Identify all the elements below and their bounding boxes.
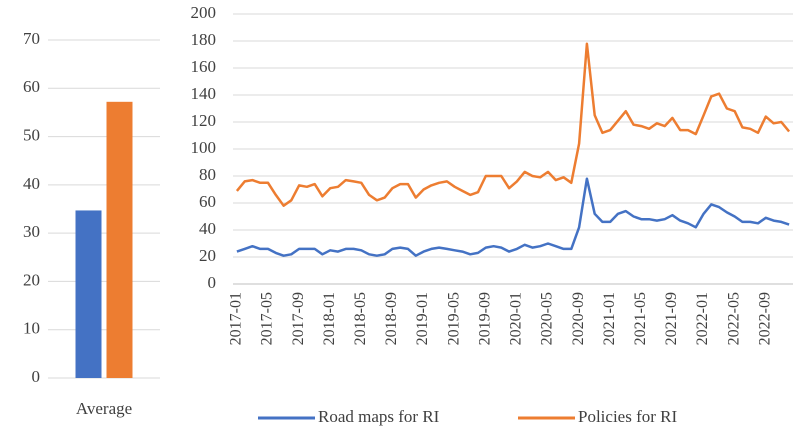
y-tick-label: 180 bbox=[191, 30, 217, 49]
x-tick-label: 2021-01 bbox=[601, 292, 618, 345]
x-tick-label: 2018-05 bbox=[352, 292, 369, 345]
y-tick-label: 80 bbox=[199, 165, 216, 184]
bar bbox=[106, 101, 133, 378]
y-tick-label: 30 bbox=[23, 222, 40, 241]
x-tick-label: 2020-09 bbox=[570, 292, 587, 345]
x-tick-label: 2018-01 bbox=[321, 292, 338, 345]
x-tick-label: 2020-01 bbox=[508, 292, 525, 345]
x-tick-label: 2021-09 bbox=[663, 292, 680, 345]
y-tick-label: 100 bbox=[191, 138, 217, 157]
y-tick-label: 70 bbox=[23, 29, 40, 48]
legend-label: Policies for RI bbox=[578, 407, 677, 426]
y-tick-label: 50 bbox=[23, 125, 40, 144]
y-tick-label: 0 bbox=[32, 367, 41, 386]
series-line bbox=[236, 177, 790, 257]
x-tick-label: 2019-09 bbox=[476, 292, 493, 345]
y-tick-label: 200 bbox=[191, 3, 217, 22]
series-line bbox=[235, 42, 791, 207]
x-tick-label: 2019-01 bbox=[414, 292, 431, 345]
x-tick-label: 2020-05 bbox=[539, 292, 556, 345]
y-tick-label: 40 bbox=[199, 219, 216, 238]
legend-label: Road maps for RI bbox=[318, 407, 440, 426]
y-tick-label: 20 bbox=[199, 246, 216, 265]
x-tick-label: 2021-05 bbox=[632, 292, 649, 345]
y-tick-label: 60 bbox=[23, 77, 40, 96]
x-tick-label: 2022-01 bbox=[694, 292, 711, 345]
x-tick-label: 2017-05 bbox=[259, 292, 276, 345]
x-tick-label: 2018-09 bbox=[383, 292, 400, 345]
x-tick-label: 2022-09 bbox=[756, 292, 773, 345]
y-tick-label: 40 bbox=[23, 174, 40, 193]
bar bbox=[75, 210, 102, 378]
y-tick-label: 120 bbox=[191, 111, 217, 130]
x-tick-label: 2017-09 bbox=[290, 292, 307, 345]
y-tick-label: 60 bbox=[199, 192, 216, 211]
x-tick-label: 2022-05 bbox=[725, 292, 742, 345]
y-tick-label: 160 bbox=[191, 57, 217, 76]
y-tick-label: 0 bbox=[208, 273, 217, 292]
x-tick-label: 2017-01 bbox=[228, 292, 245, 345]
x-tick-label: 2019-05 bbox=[445, 292, 462, 345]
x-tick-label: Average bbox=[76, 399, 132, 418]
y-tick-label: 20 bbox=[23, 270, 40, 289]
y-tick-label: 140 bbox=[191, 84, 217, 103]
y-tick-label: 10 bbox=[23, 319, 40, 338]
